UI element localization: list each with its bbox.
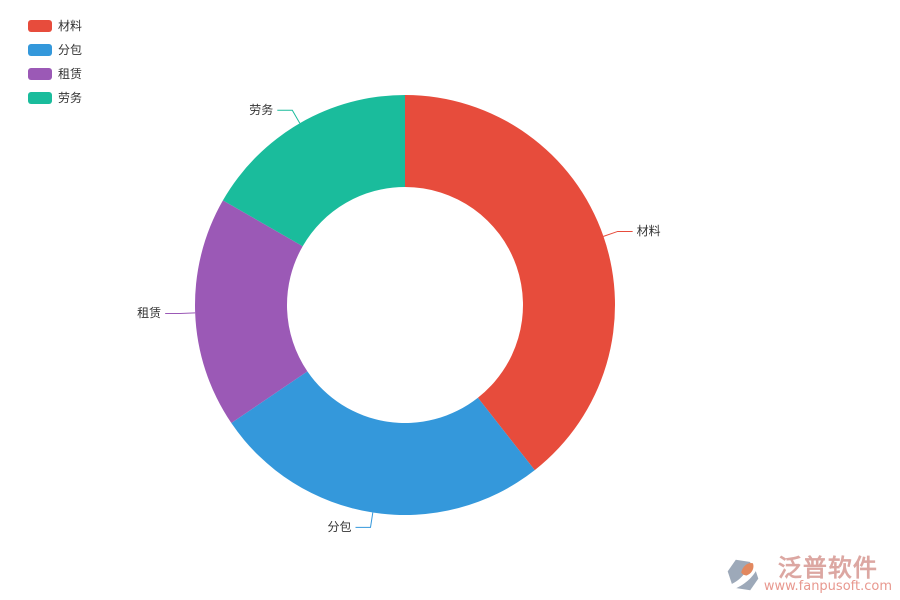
label-line-zulin bbox=[165, 312, 196, 314]
chart-legend: 材料 分包 租赁 劳务 bbox=[28, 20, 82, 116]
pie-slice-laowu[interactable] bbox=[222, 95, 405, 247]
legend-item-laowu[interactable]: 劳务 bbox=[28, 92, 82, 104]
fanpu-logo-icon bbox=[727, 559, 759, 591]
slice-label-zulin: 租赁 bbox=[137, 306, 162, 321]
watermark-url: www.fanpusoft.com bbox=[763, 579, 892, 594]
legend-label-zulin: 租赁 bbox=[58, 67, 83, 81]
legend-label-laowu: 劳务 bbox=[58, 91, 83, 105]
legend-label-cailiao: 材料 bbox=[58, 19, 83, 33]
pie-slice-cailiao[interactable] bbox=[405, 95, 615, 471]
slice-label-laowu: 劳务 bbox=[249, 103, 274, 118]
watermark: 泛普软件 www.fanpusoft.com bbox=[725, 556, 892, 594]
legend-swatch-fenbao bbox=[28, 44, 52, 56]
legend-label-fenbao: 分包 bbox=[58, 43, 83, 57]
label-line-cailiao bbox=[603, 230, 633, 237]
legend-item-fenbao[interactable]: 分包 bbox=[28, 44, 82, 56]
label-line-fenbao bbox=[355, 512, 374, 528]
label-line-laowu bbox=[277, 109, 301, 124]
pie-slice-fenbao[interactable] bbox=[231, 371, 535, 516]
legend-swatch-zulin bbox=[28, 68, 52, 80]
legend-item-zulin[interactable]: 租赁 bbox=[28, 68, 82, 80]
legend-swatch-laowu bbox=[28, 92, 52, 104]
pie-slice-zulin[interactable] bbox=[195, 200, 308, 424]
legend-swatch-cailiao bbox=[28, 20, 52, 32]
legend-item-cailiao[interactable]: 材料 bbox=[28, 20, 82, 32]
watermark-brand: 泛普软件 bbox=[777, 554, 878, 582]
slice-label-fenbao: 分包 bbox=[327, 520, 352, 535]
slice-label-cailiao: 材料 bbox=[636, 224, 661, 239]
watermark-text: 泛普软件 www.fanpusoft.com bbox=[764, 556, 892, 594]
